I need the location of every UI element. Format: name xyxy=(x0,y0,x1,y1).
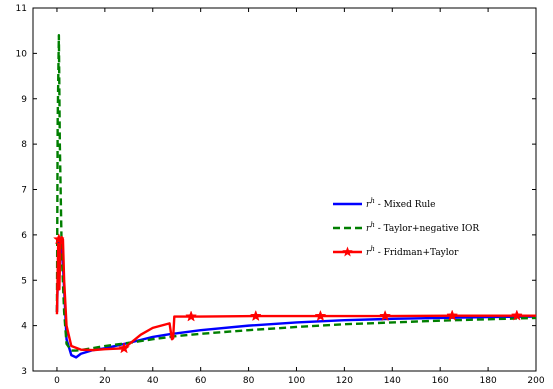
series-marker-star xyxy=(314,309,327,322)
series-marker-star xyxy=(52,233,65,245)
x-tick-label: 200 xyxy=(527,376,544,386)
x-tick-label: 140 xyxy=(384,376,401,386)
legend-text-fridman-taylor: - Fridman+Taylor xyxy=(375,248,459,258)
y-tick-label: 6 xyxy=(21,231,27,241)
legend-text-taylor-negative-ior: - Taylor+negative IOR xyxy=(375,224,480,234)
series-line-taylor-negative-ior xyxy=(55,34,537,352)
legend-entry-fridman-taylor: rh - Fridman+Taylor xyxy=(333,245,459,258)
x-tick-label: 80 xyxy=(243,376,255,386)
x-tick-label: 160 xyxy=(432,376,449,386)
y-tick-label: 10 xyxy=(16,49,28,59)
legend-sup-taylor-negative-ior: h xyxy=(370,221,375,229)
y-tick-label: 7 xyxy=(21,186,27,196)
x-tick-label: 40 xyxy=(147,376,159,386)
series-marker-star xyxy=(185,310,198,322)
x-tick-label: 60 xyxy=(195,376,207,386)
series-marker-star xyxy=(379,309,392,322)
y-tick-label: 11 xyxy=(16,4,27,14)
legend-star-icon xyxy=(342,246,353,257)
x-tick-label: 100 xyxy=(288,376,305,386)
legend-sup-fridman-taylor: h xyxy=(370,245,375,253)
x-tick-label: 180 xyxy=(480,376,497,386)
legend-sup-mixed-rule: h xyxy=(370,197,375,205)
x-tick-label: 120 xyxy=(336,376,353,386)
legend-label-mixed-rule: rh - Mixed Rule xyxy=(366,197,436,210)
legend-entry-mixed-rule: rh - Mixed Rule xyxy=(333,197,436,210)
y-tick-label: 8 xyxy=(21,140,27,150)
y-tick-label: 9 xyxy=(21,95,27,105)
series-layer xyxy=(52,34,537,359)
x-tick-label: 0 xyxy=(54,376,60,386)
legend-label-taylor-negative-ior: rh - Taylor+negative IOR xyxy=(366,221,479,234)
legend-var-taylor-negative-ior: r xyxy=(366,224,371,234)
legend-label-fridman-taylor: rh - Fridman+Taylor xyxy=(366,245,459,258)
x-axis-ticks: 0 20 40 60 80 100 120 140 160 180 200 xyxy=(54,8,545,386)
y-tick-label: 3 xyxy=(21,367,27,377)
x-tick-label: 20 xyxy=(99,376,111,386)
legend-entry-taylor-negative-ior: rh - Taylor+negative IOR xyxy=(333,221,479,234)
series-marker-star xyxy=(249,309,262,322)
series-marker-star xyxy=(118,342,130,354)
legend-var-fridman-taylor: r xyxy=(366,248,371,258)
legend-var-mixed-rule: r xyxy=(366,200,371,210)
series-marker-star xyxy=(446,309,459,321)
legend-text-mixed-rule: - Mixed Rule xyxy=(375,200,436,210)
y-tick-label: 4 xyxy=(21,322,27,332)
y-tick-label: 5 xyxy=(21,276,27,286)
series-marker-star xyxy=(510,309,523,321)
legend: rh - Mixed Rule rh - Taylor+negative IOR… xyxy=(333,197,479,258)
y-axis-ticks: 3 4 5 6 7 8 9 10 11 xyxy=(16,4,536,377)
